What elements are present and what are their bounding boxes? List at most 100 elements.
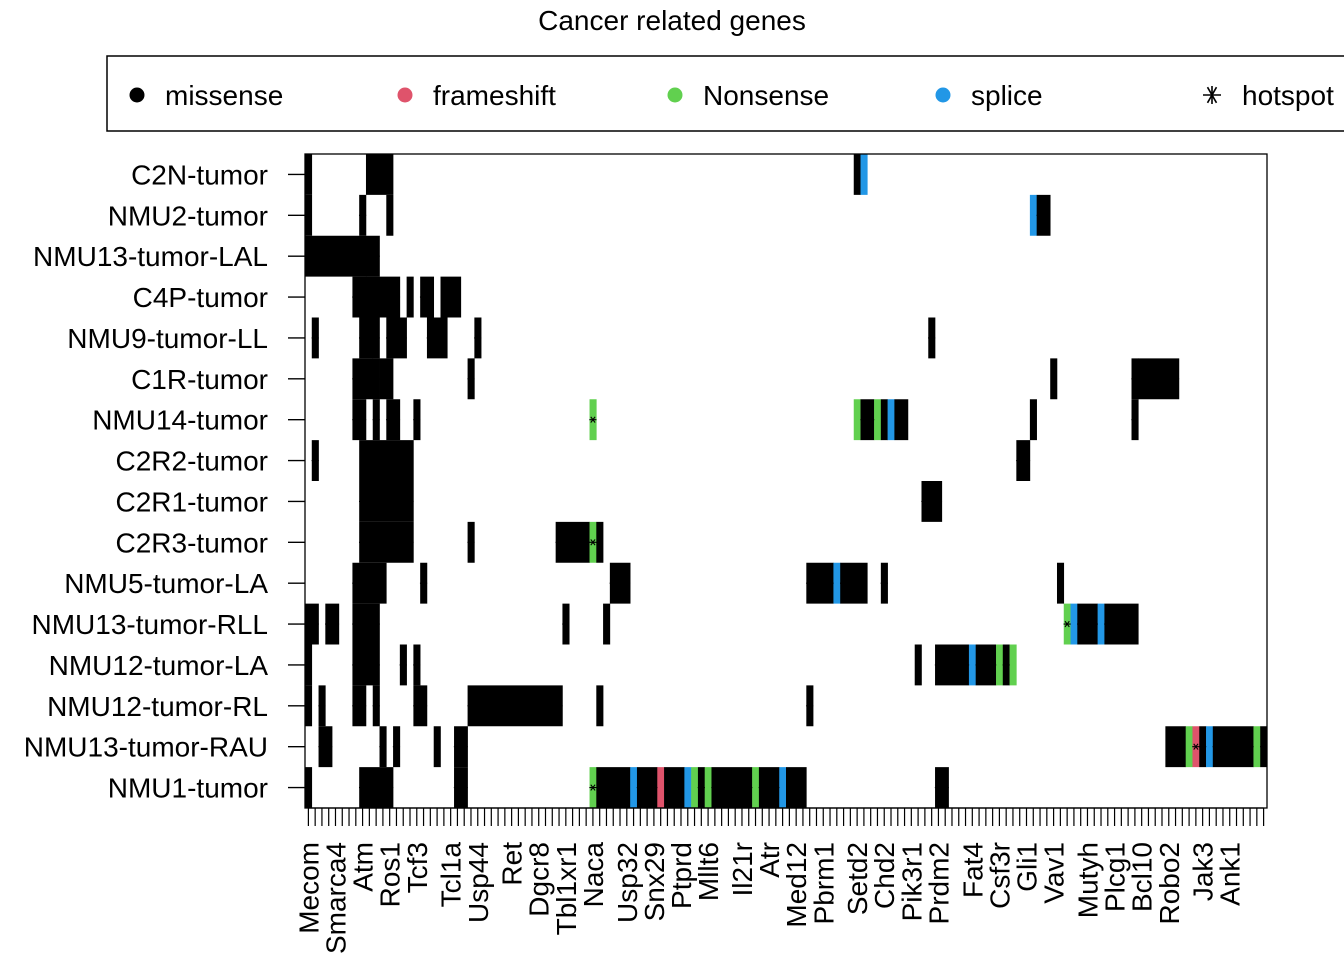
hotspot-marker xyxy=(928,334,936,342)
mutation-cell-nonsense xyxy=(752,767,760,808)
hotspot-marker xyxy=(860,416,868,423)
hotspot-marker xyxy=(386,498,394,505)
hotspot-marker xyxy=(460,784,468,791)
hotspot-marker xyxy=(379,743,387,750)
hotspot-marker xyxy=(325,252,333,260)
mutation-cell-missense xyxy=(433,726,441,768)
hotspot-marker xyxy=(724,784,733,791)
hotspot-marker xyxy=(474,334,482,342)
hotspot-marker xyxy=(589,416,597,423)
mutation-cell-nonsense xyxy=(704,767,712,808)
hotspot-marker xyxy=(568,539,577,546)
legend-splice-label: splice xyxy=(971,80,1043,111)
mutation-cell-splice xyxy=(833,562,841,604)
hotspot-marker xyxy=(562,620,570,628)
hotspot-marker xyxy=(1192,743,1200,750)
hotspot-marker xyxy=(453,784,462,791)
hotspot-marker xyxy=(1131,416,1139,423)
hotspot-marker xyxy=(304,212,312,219)
mutation-cell-nonsense xyxy=(853,399,861,441)
hotspot-marker xyxy=(413,661,421,669)
hotspot-marker xyxy=(555,702,563,710)
plot-frame xyxy=(304,153,1268,809)
hotspot-marker xyxy=(508,702,516,710)
hotspot-marker xyxy=(304,620,312,628)
mutation-cell-missense xyxy=(853,154,861,195)
hotspot-marker xyxy=(989,661,997,669)
mutation-cell-missense xyxy=(1056,562,1065,604)
hotspot-marker xyxy=(304,702,312,710)
hotspot-marker xyxy=(386,334,394,342)
hotspot-marker xyxy=(697,784,705,791)
y-tick-label: C1R-tumor xyxy=(131,364,268,395)
legend-nonsense-label: Nonsense xyxy=(703,80,829,111)
hotspot-marker xyxy=(1110,620,1119,628)
hotspot-marker xyxy=(386,416,394,423)
hotspot-marker xyxy=(745,784,753,791)
x-tick-label: Jak3 xyxy=(1188,842,1219,901)
mutation-cell-splice xyxy=(630,767,638,808)
hotspot-marker xyxy=(548,702,556,710)
hotspot-marker xyxy=(541,702,550,710)
mutation-cell-missense xyxy=(1029,399,1037,441)
hotspot-marker xyxy=(453,743,462,750)
hotspot-marker xyxy=(1063,620,1071,628)
hotspot-marker xyxy=(372,539,380,546)
x-tick-label: Vav1 xyxy=(1039,842,1070,904)
hotspot-marker xyxy=(1260,743,1268,750)
y-tick-label: C2R1-tumor xyxy=(116,486,268,517)
hotspot-marker xyxy=(372,498,380,505)
hotspot-marker xyxy=(1138,375,1146,383)
hotspot-marker xyxy=(1016,457,1024,464)
hotspot-marker xyxy=(528,702,536,710)
hotspot-marker xyxy=(1036,212,1044,219)
hotspot-marker xyxy=(352,620,360,628)
hotspot-marker xyxy=(839,579,848,587)
hotspot-marker xyxy=(514,702,523,710)
hotspot-marker xyxy=(853,579,861,587)
hotspot-marker xyxy=(365,334,373,342)
hotspot-marker xyxy=(358,661,367,669)
hotspot-marker xyxy=(365,252,373,260)
x-tick-label: Usp44 xyxy=(463,842,494,923)
hotspot-marker xyxy=(555,539,563,546)
hotspot-marker xyxy=(535,702,543,710)
hotspot-marker xyxy=(616,579,624,587)
hotspot-marker xyxy=(413,416,421,423)
hotspot-marker xyxy=(358,702,367,710)
hotspot-marker xyxy=(812,579,821,587)
mutation-cell-missense xyxy=(596,767,631,808)
hotspot-marker xyxy=(1246,743,1254,750)
hotspot-marker xyxy=(419,702,428,710)
hotspot-marker xyxy=(1124,620,1132,628)
mutation-cell-missense xyxy=(1050,358,1058,400)
mutation-cell-missense xyxy=(786,767,807,808)
legend-missense-dot xyxy=(129,87,145,103)
hotspot-marker xyxy=(311,457,319,464)
hotspot-marker xyxy=(1219,743,1227,750)
hotspot-marker xyxy=(311,252,319,260)
y-tick-label: NMU13-tumor-LAL xyxy=(33,241,268,272)
hotspot-marker xyxy=(358,539,367,546)
hotspot-marker xyxy=(365,620,373,628)
hotspot-marker xyxy=(765,784,773,791)
mutation-cell-missense xyxy=(365,154,394,195)
mutation-cell-nonsense xyxy=(874,399,882,441)
legend-nonsense-dot xyxy=(667,87,683,103)
hotspot-marker xyxy=(358,252,367,260)
x-tick-label: Tcf3 xyxy=(402,842,433,893)
hotspot-marker xyxy=(1083,620,1092,628)
hotspot-marker xyxy=(1022,457,1031,464)
hotspot-marker xyxy=(480,702,489,710)
hotspot-marker xyxy=(467,702,475,710)
hotspot-marker xyxy=(379,579,387,587)
hotspot-marker xyxy=(934,661,943,669)
hotspot-marker xyxy=(365,579,373,587)
hotspot-marker xyxy=(582,539,590,546)
hotspot-marker xyxy=(413,702,421,710)
x-tick-label: Usp32 xyxy=(612,842,643,923)
hotspot-marker xyxy=(961,661,970,669)
x-tick-label: Smarca4 xyxy=(320,842,351,954)
hotspot-marker xyxy=(372,661,380,669)
hotspot-marker xyxy=(419,579,428,587)
